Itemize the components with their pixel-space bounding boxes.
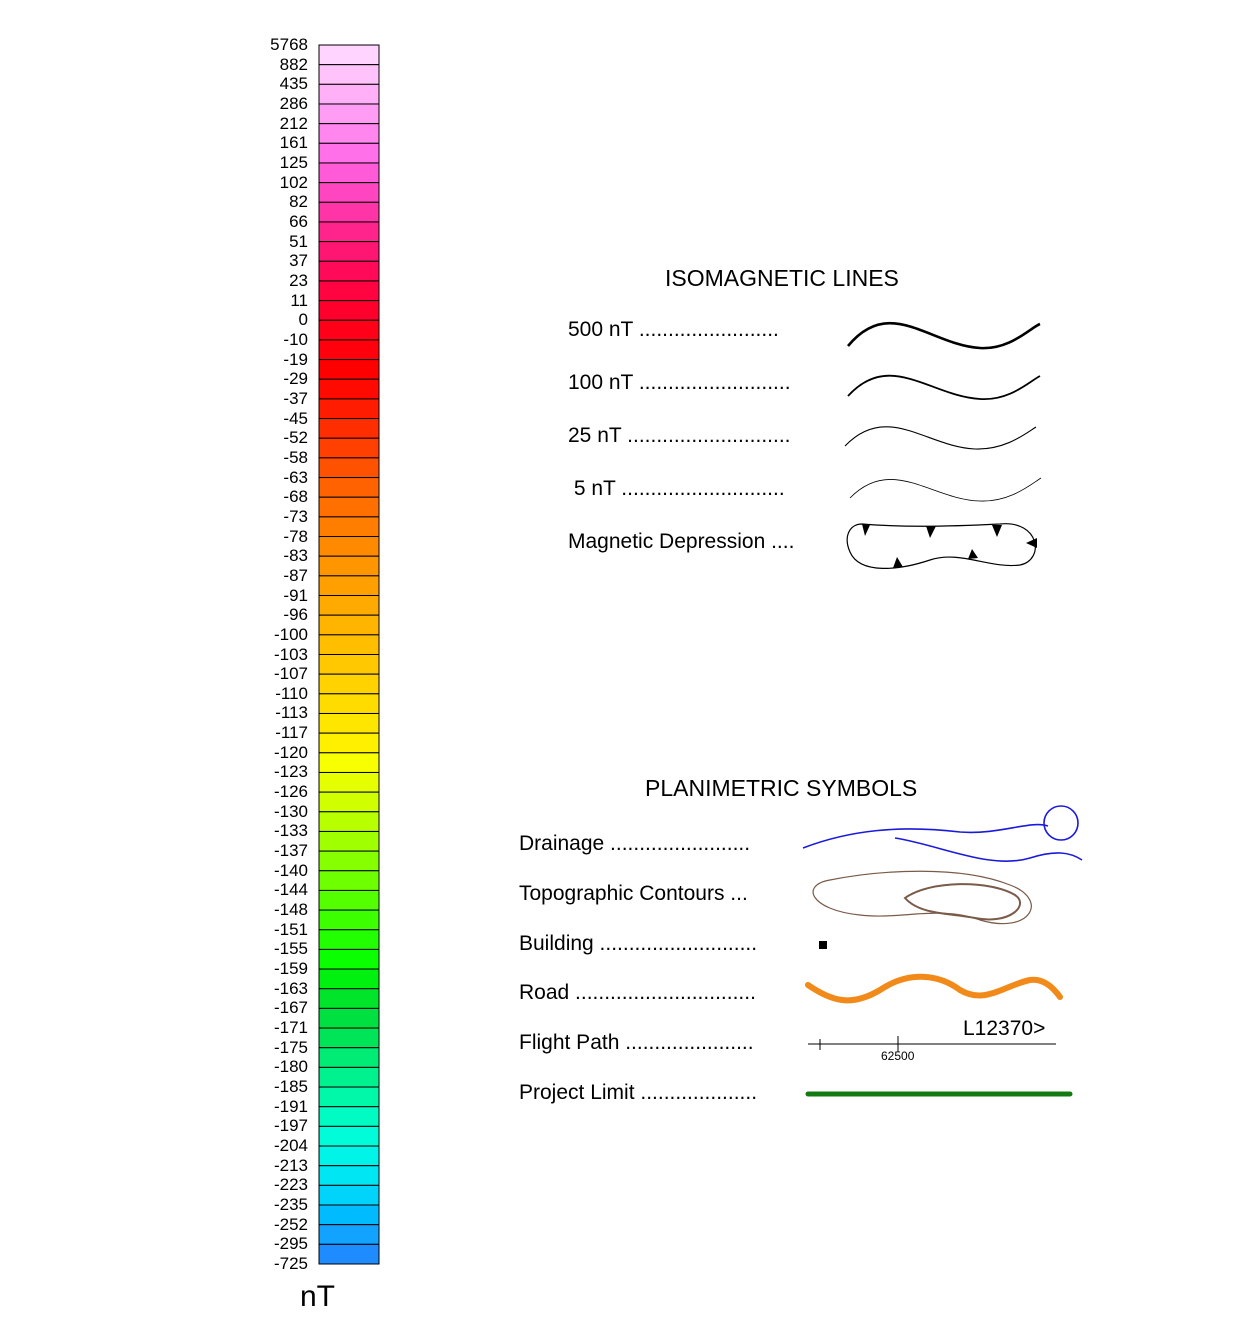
color-scale-tick-label: -63 (283, 467, 308, 487)
color-scale-tick-label: 23 (289, 270, 308, 290)
color-scale-tick-label: 125 (279, 152, 308, 172)
color-scale-tick-label: 435 (279, 74, 308, 94)
color-scale-tick-label: -235 (273, 1195, 308, 1215)
color-scale-tick-label: -123 (273, 762, 308, 782)
planimetric-title: PLANIMETRIC SYMBOLS (645, 775, 918, 801)
color-scale-tick-label: -155 (273, 939, 308, 959)
color-scale-unit: nT (300, 1280, 336, 1313)
color-scale-tick-label: -29 (283, 369, 308, 389)
project-limit-label: Project Limit .................... (519, 1081, 758, 1104)
color-scale-tick-label: 37 (289, 251, 308, 271)
color-scale-tick-label: -68 (283, 487, 308, 507)
building-label: Building ........................... (519, 932, 758, 955)
magnetic-depression-label: Magnetic Depression .... (568, 530, 795, 553)
color-scale-tick-label: -110 (275, 683, 308, 703)
color-scale-tick-label: -113 (275, 703, 308, 723)
isomagnetic-500-label: 500 nT ........................ (568, 318, 779, 341)
isomagnetic-100-label: 100 nT .......................... (568, 371, 791, 394)
color-scale-tick-label: -223 (273, 1175, 308, 1195)
color-scale-tick-label: 0 (298, 310, 308, 330)
color-scale-tick-label: -144 (273, 880, 308, 900)
flight-line-label: L12370> (963, 1017, 1046, 1040)
color-scale-tick-label: 51 (289, 231, 308, 251)
color-scale-tick-label: 5768 (270, 35, 308, 54)
color-scale-tick-label: -295 (273, 1234, 308, 1254)
color-scale-tick-label: -58 (283, 447, 308, 467)
color-band (318, 1243, 380, 1265)
color-scale-tick-label: -83 (283, 546, 308, 566)
color-scale-tick-label: -171 (273, 1018, 308, 1038)
topographic-contours-label: Topographic Contours ... (519, 882, 748, 905)
color-scale-tick-label: -117 (275, 723, 308, 743)
color-scale-tick-label: -73 (283, 506, 308, 526)
color-scale-tick-label: 11 (290, 290, 308, 310)
color-scale-tick-label: -163 (273, 978, 308, 998)
color-scale-tick-label: -204 (273, 1136, 308, 1156)
color-scale-tick-label: -167 (273, 998, 308, 1018)
color-scale-tick-label: 286 (279, 93, 308, 113)
color-scale-tick-label: -185 (273, 1077, 308, 1097)
color-scale-tick-label: 882 (279, 54, 308, 74)
isomagnetic-title: ISOMAGNETIC LINES (665, 265, 899, 291)
color-scale-tick-label: -130 (273, 801, 308, 821)
isomagnetic-25-line (844, 426, 1037, 450)
color-scale-tick-label: 102 (279, 172, 308, 192)
color-scale-tick-label: -180 (273, 1057, 308, 1077)
color-scale-tick-label: -725 (273, 1254, 308, 1273)
color-scale-tick-label: -159 (273, 959, 308, 979)
isomagnetic-100-line (847, 374, 1041, 400)
flight-path-label: Flight Path ...................... (519, 1031, 754, 1054)
color-scale-tick-label: -126 (273, 782, 308, 802)
isomagnetic-25-label: 25 nT ............................ (568, 424, 791, 447)
drainage-symbol (802, 805, 1083, 862)
road-symbol (805, 973, 1063, 1004)
color-scale-tick-label: -52 (283, 428, 308, 448)
magnetic-depression-symbol (846, 523, 1037, 569)
color-scale-tick-label: 161 (279, 133, 308, 153)
color-scale-tick-label: -87 (283, 565, 308, 585)
isomagnetic-500-line (846, 321, 1041, 350)
color-scale-tick-label: -175 (273, 1037, 308, 1057)
fiducial-label: 62500 (881, 1049, 915, 1063)
color-scale-tick-label: -191 (273, 1096, 308, 1116)
color-scale-tick-label: -252 (273, 1214, 308, 1234)
color-scale-tick-label: 82 (289, 192, 308, 212)
isomagnetic-5-line (849, 477, 1042, 502)
color-scale-tick-label: -107 (273, 664, 308, 684)
color-scale-tick-label: -10 (283, 329, 308, 349)
color-scale-tick-label: -37 (283, 388, 308, 408)
color-scale-tick-label: -78 (283, 526, 308, 546)
topographic-contours-symbol (812, 870, 1032, 925)
color-scale-tick-label: -19 (283, 349, 308, 369)
color-scale-tick-label: -197 (273, 1116, 308, 1136)
color-scale-tick-label: -140 (273, 860, 308, 880)
flight-path-symbol (808, 1036, 1056, 1052)
color-scale-tick-label: -148 (273, 900, 308, 920)
color-scale-tick-label: -137 (273, 841, 308, 861)
color-scale-tick-label: -120 (273, 742, 308, 762)
road-label: Road ............................... (519, 981, 756, 1004)
color-scale-tick-label: -213 (273, 1155, 308, 1175)
color-scale-tick-label: -91 (283, 585, 308, 605)
color-scale-tick-label: 212 (279, 113, 308, 133)
isomagnetic-5-label: 5 nT ............................ (568, 477, 785, 500)
building-symbol (819, 941, 827, 949)
color-scale-tick-label: -103 (273, 644, 308, 664)
color-scale-tick-label: 66 (289, 211, 308, 231)
color-scale-tick-label: -151 (273, 919, 308, 939)
color-scale-tick-label: -100 (273, 624, 308, 644)
drainage-label: Drainage ........................ (519, 832, 751, 855)
color-scale-tick-label: -96 (283, 605, 308, 625)
color-scale-tick-label: -45 (283, 408, 308, 428)
color-scale-tick-label: -133 (273, 821, 308, 841)
